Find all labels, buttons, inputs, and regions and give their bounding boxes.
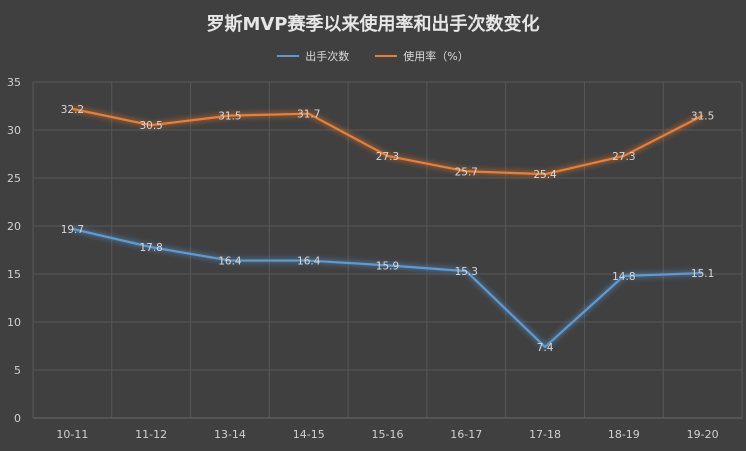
- data-label: 25.4: [533, 169, 557, 181]
- data-label: 31.5: [691, 111, 714, 123]
- x-tick-label: 13-14: [214, 428, 246, 441]
- data-label: 25.7: [455, 166, 478, 178]
- series-lines: [72, 107, 704, 349]
- data-label: 17.8: [139, 242, 162, 254]
- x-tick-label: 16-17: [450, 428, 482, 441]
- data-label: 32.2: [61, 104, 84, 116]
- gridlines: [32, 81, 743, 419]
- x-tick-label: 10-11: [56, 428, 88, 441]
- chart-title: 罗斯MVP赛季以来使用率和出手次数变化: [206, 14, 540, 35]
- x-tick-label: 14-15: [293, 428, 325, 441]
- series-line-1: [72, 107, 704, 176]
- legend-swatch-usage: [375, 55, 398, 57]
- y-tick-label: 30: [7, 124, 21, 137]
- x-tick-label: 11-12: [135, 428, 167, 441]
- data-label: 16.4: [218, 256, 242, 268]
- legend-swatch-shots: [277, 55, 300, 57]
- data-label: 27.3: [376, 151, 399, 163]
- data-label: 16.4: [297, 256, 321, 268]
- legend-label-usage: 使用率（%）: [403, 50, 469, 63]
- series-line-0: [72, 227, 703, 349]
- data-label: 27.3: [612, 151, 635, 163]
- legend-label-shots: 出手次数: [305, 50, 350, 63]
- y-tick-label: 0: [14, 412, 21, 425]
- y-axis-ticks: 0 5 10 15 20 25 30 35: [7, 76, 21, 425]
- x-tick-label: 19-20: [687, 428, 719, 441]
- x-tick-label: 15-16: [372, 428, 404, 441]
- data-label: 15.9: [376, 260, 399, 272]
- data-labels: 19.7 17.8 16.4 16.4 15.9 15.3 7.4 14.8 15.1 32.2 3…: [61, 104, 715, 354]
- y-tick-label: 25: [7, 172, 21, 185]
- data-label: 15.1: [691, 268, 714, 280]
- data-label: 15.3: [455, 266, 478, 278]
- data-label: 14.8: [612, 271, 635, 283]
- y-tick-label: 15: [7, 268, 21, 281]
- y-tick-label: 35: [7, 76, 21, 89]
- data-label: 30.5: [139, 120, 162, 132]
- x-axis-ticks: 10-11 11-12 13-14 14-15 15-16 16-17 17-18 18-19…: [56, 428, 718, 441]
- x-tick-label: 18-19: [608, 428, 640, 441]
- y-tick-label: 20: [7, 220, 21, 233]
- data-label: 19.7: [61, 224, 84, 236]
- y-tick-label: 10: [7, 316, 21, 329]
- data-label: 7.4: [537, 342, 554, 354]
- legend-item-usage: 使用率（%）: [375, 48, 469, 64]
- data-label: 31.7: [297, 109, 320, 121]
- x-tick-label: 17-18: [529, 428, 561, 441]
- data-label: 31.5: [218, 111, 241, 123]
- y-tick-label: 5: [14, 364, 21, 377]
- legend: 出手次数 使用率（%）: [0, 48, 746, 64]
- legend-item-shots: 出手次数: [277, 48, 349, 64]
